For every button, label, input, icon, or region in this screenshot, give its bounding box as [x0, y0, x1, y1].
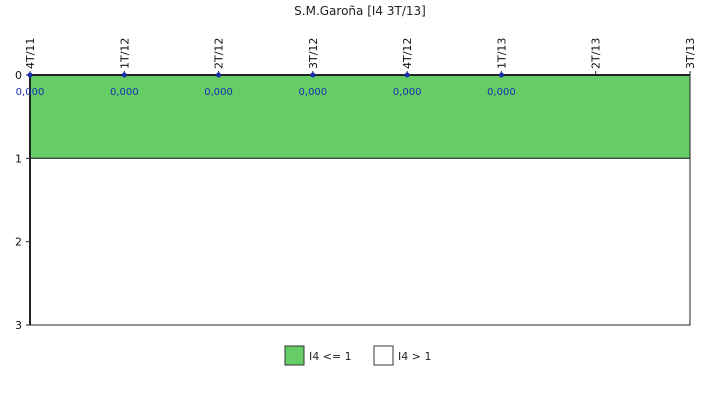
x-tick-label-1: 1T/12: [118, 38, 131, 69]
band-0: [29, 74, 691, 159]
band-1: [29, 157, 691, 326]
legend-label-0: I4 <= 1: [309, 350, 352, 363]
y-tick-label-0: 0: [15, 69, 22, 82]
x-tick-label-0: 4T/11: [24, 38, 37, 69]
y-tick-label-3: 3: [15, 319, 22, 332]
x-tick-label-6: 2T/13: [590, 38, 603, 69]
data-label-0-0: 0,000: [16, 87, 45, 98]
data-label-0-2: 0,000: [204, 87, 233, 98]
series-marks: 0,000 0,000 0,000 0,000 0,000 0,000: [16, 72, 516, 98]
data-point-0-5: [498, 72, 504, 78]
legend-swatch-1: [373, 345, 394, 366]
legend: I4 <= 1 I4 > 1: [284, 345, 431, 366]
data-point-0-3: [310, 72, 316, 78]
data-label-0-1: 0,000: [110, 87, 139, 98]
x-tick-label-5: 1T/13: [495, 38, 508, 69]
data-point-0-4: [404, 72, 410, 78]
x-tick-label-2: 2T/12: [213, 38, 226, 69]
legend-label-1: I4 > 1: [398, 350, 431, 363]
legend-swatch-0: [284, 345, 305, 366]
threshold-bands: [29, 74, 691, 326]
data-label-0-4: 0,000: [393, 87, 422, 98]
data-label-0-3: 0,000: [299, 87, 328, 98]
chart-title: S.M.Garoña [I4 3T/13]: [294, 4, 426, 18]
y-tick-label-2: 2: [15, 236, 22, 249]
x-tick-label-7: 3T/13: [684, 38, 697, 69]
data-point-0-1: [121, 72, 127, 78]
axes: [29, 74, 690, 325]
data-label-0-5: 0,000: [487, 87, 516, 98]
x-tick-label-4: 4T/12: [401, 38, 414, 69]
data-point-0-0: [27, 72, 33, 78]
data-point-0-2: [216, 72, 222, 78]
y-tick-label-1: 1: [15, 152, 22, 165]
x-tick-label-3: 3T/12: [307, 38, 320, 69]
